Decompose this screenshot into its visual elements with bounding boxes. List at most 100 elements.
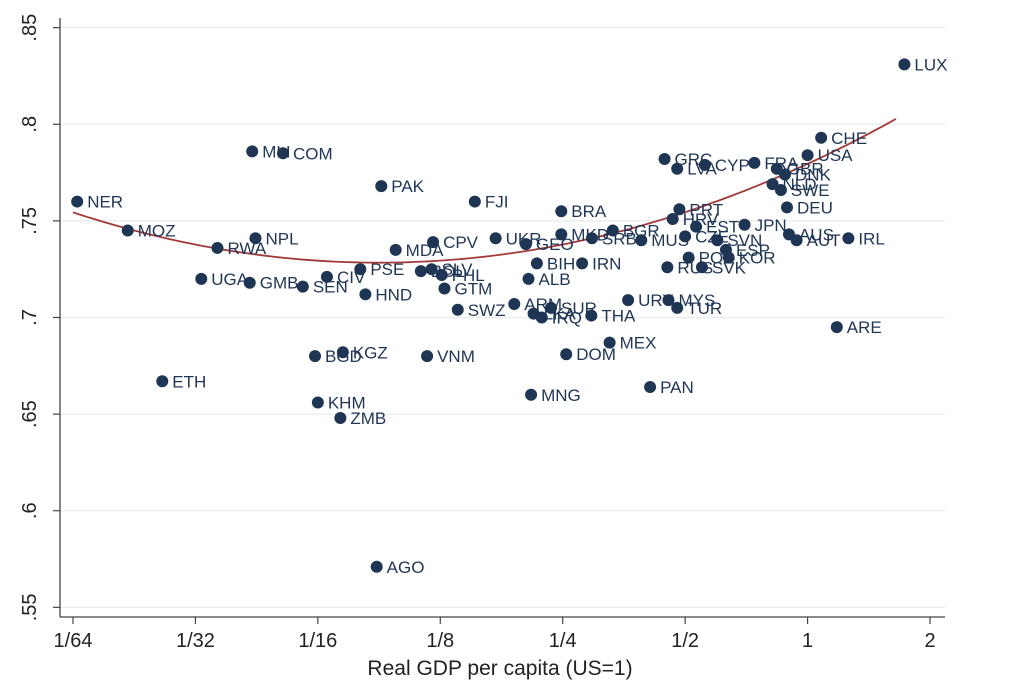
- point-uga: [195, 272, 208, 285]
- fit-line: [72, 118, 897, 264]
- point-label-srb: SRB: [602, 229, 637, 248]
- point-deu: [780, 201, 793, 214]
- point-are: [830, 321, 843, 334]
- point-che: [815, 131, 828, 144]
- point-prt: [673, 203, 686, 216]
- point-irn: [576, 257, 589, 270]
- point-cyp: [698, 158, 711, 171]
- point-fra: [748, 156, 761, 169]
- point-ner: [71, 195, 84, 208]
- point-khm: [311, 396, 324, 409]
- point-nld: [766, 178, 779, 191]
- point-label-jpn: JPN: [755, 216, 787, 235]
- point-label-irl: IRL: [858, 229, 884, 248]
- point-label-irn: IRN: [592, 254, 621, 273]
- point-label-lux: LUX: [914, 55, 947, 74]
- point-label-slv: SLV: [442, 260, 474, 279]
- point-hnd: [359, 288, 372, 301]
- point-label-gtm: GTM: [454, 280, 492, 299]
- point-label-vnm: VNM: [437, 347, 475, 366]
- point-label-moz: MOZ: [138, 222, 176, 241]
- point-label-mda: MDA: [406, 241, 444, 260]
- point-label-gmb: GMB: [260, 274, 299, 293]
- point-mex: [603, 336, 616, 349]
- point-label-npl: NPL: [265, 229, 298, 248]
- y-tick-label: .75: [19, 207, 41, 235]
- point-label-pse: PSE: [370, 260, 404, 279]
- point-irl: [842, 232, 855, 245]
- x-tick-label: 1/16: [298, 630, 337, 652]
- point-label-mys: MYS: [678, 291, 715, 310]
- point-bih: [530, 257, 543, 270]
- point-mkd: [555, 228, 568, 241]
- point-eth: [156, 375, 169, 388]
- point-zmb: [334, 411, 347, 424]
- point-label-swz: SWZ: [468, 301, 506, 320]
- point-label-fra: FRA: [764, 154, 799, 173]
- point-label-kor: KOR: [739, 249, 776, 268]
- point-label-lva: LVA: [687, 160, 717, 179]
- point-pse: [354, 263, 367, 276]
- y-tick-label: .55: [19, 593, 41, 621]
- point-label-mkd: MKD: [571, 225, 609, 244]
- point-mng: [525, 388, 538, 401]
- point-mus: [635, 234, 648, 247]
- point-civ: [320, 270, 333, 283]
- x-axis-title: Real GDP per capita (US=1): [367, 657, 632, 680]
- point-label-cpv: CPV: [443, 233, 479, 252]
- point-srb: [585, 232, 598, 245]
- point-label-gbr: GBR: [787, 160, 824, 179]
- point-label-cze: CZE: [695, 227, 729, 246]
- point-label-eth: ETH: [172, 372, 206, 391]
- point-mda: [389, 243, 402, 256]
- point-dom: [560, 348, 573, 361]
- point-label-phl: PHL: [452, 266, 485, 285]
- y-tick-label: .8: [19, 116, 41, 133]
- point-label-arm: ARM: [524, 295, 562, 314]
- point-label-deu: DEU: [797, 198, 833, 217]
- point-label-hnd: HND: [375, 285, 412, 304]
- point-label-pol: POL: [699, 249, 733, 268]
- point-tha: [585, 309, 598, 322]
- point-label-com: COM: [293, 144, 333, 163]
- point-label-mus: MUS: [651, 231, 689, 250]
- point-kgz: [336, 346, 349, 359]
- point-label-cyp: CYP: [715, 156, 750, 175]
- point-label-fji: FJI: [485, 193, 509, 212]
- axes: .55 .6 .65 .7 .75 .8 .85 1/64 1/32 1/16 1/8 1/4 1/2 1…: [19, 14, 945, 652]
- point-irq: [535, 311, 548, 324]
- point-mys: [662, 294, 675, 307]
- x-tick-label: 1/64: [54, 630, 93, 652]
- point-label-irq: IRQ: [552, 309, 582, 328]
- point-label-civ: CIV: [337, 268, 366, 287]
- point-fji: [468, 195, 481, 208]
- point-label-bra: BRA: [571, 202, 607, 221]
- x-tick-label: 1/8: [426, 630, 454, 652]
- point-rus: [661, 261, 674, 274]
- point-ago: [370, 560, 383, 573]
- point-npl: [249, 232, 262, 245]
- point-label-tur: TUR: [687, 299, 722, 318]
- point-label-ukr: UKR: [506, 229, 542, 248]
- point-ukr: [489, 232, 502, 245]
- point-grc: [658, 153, 671, 166]
- point-label-are: ARE: [847, 318, 882, 337]
- grid-lines: [60, 27, 945, 608]
- point-mli: [246, 145, 259, 158]
- point-dnk: [778, 168, 791, 181]
- point-bgr: [606, 224, 619, 237]
- point-label-zmb: ZMB: [350, 409, 386, 428]
- point-label-swe: SWE: [791, 181, 830, 200]
- point-label-prt: PRT: [689, 200, 723, 219]
- point-label-kgz: KGZ: [353, 343, 388, 362]
- point-label-grc: GRC: [675, 150, 713, 169]
- point-vnm: [421, 350, 434, 363]
- point-lva: [671, 162, 684, 175]
- point-alb: [522, 272, 535, 285]
- point-swz: [451, 303, 464, 316]
- point-sur: [545, 301, 558, 314]
- point-usa: [801, 149, 814, 162]
- point-sen: [296, 280, 309, 293]
- point-label-aut: AUT: [807, 231, 841, 250]
- point-cpv: [427, 236, 440, 249]
